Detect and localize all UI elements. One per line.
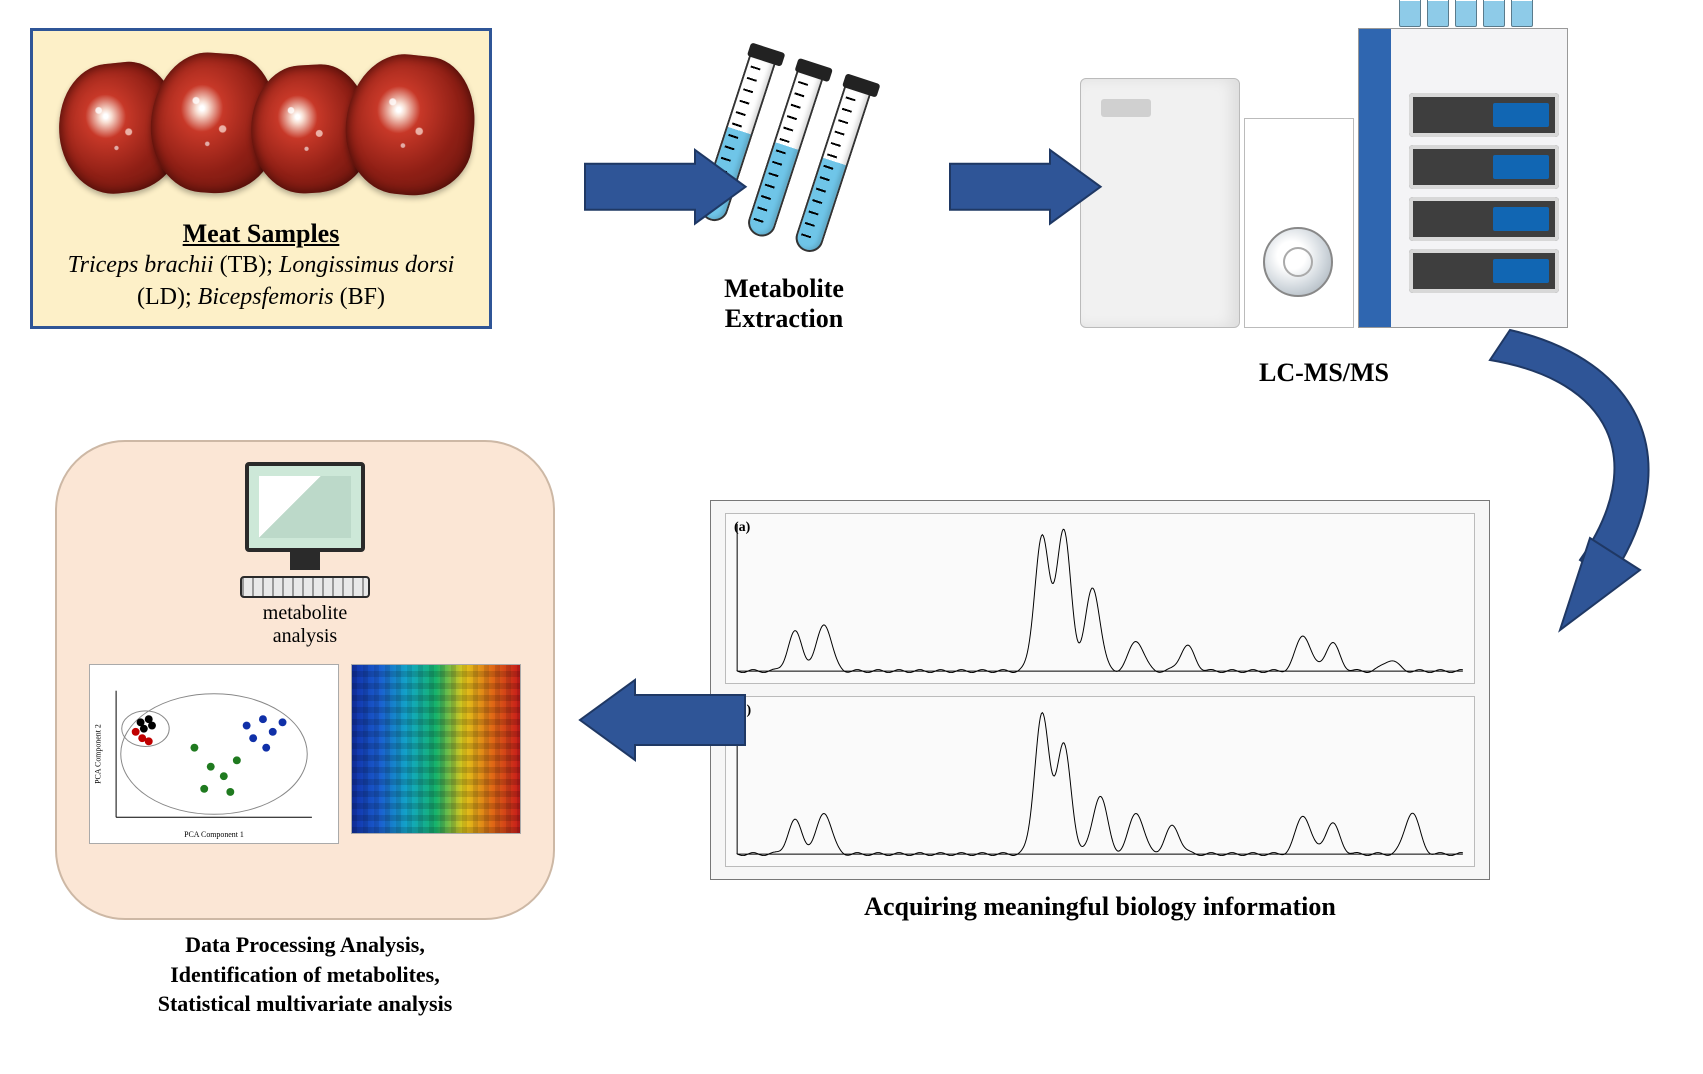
arrow-chrom-to-dp — [580, 680, 745, 760]
meat-muscle-tb: Triceps brachii — [68, 252, 214, 278]
chromatogram-panel: (a) (b) — [710, 500, 1490, 880]
arrow-lcms-to-chrom — [1490, 330, 1690, 590]
chrom-caption: Acquiring meaningful biology information — [864, 892, 1336, 922]
monitor-icon — [245, 462, 365, 552]
computer-icon: metabolite analysis — [230, 462, 380, 648]
keyboard-icon — [240, 576, 370, 598]
node-meat-samples: Meat Samples Triceps brachii (TB); Longi… — [30, 28, 492, 329]
meat-title: Meat Samples — [51, 219, 471, 249]
ion-source-icon — [1263, 227, 1333, 297]
computer-label: metabolite analysis — [230, 602, 380, 648]
tubes-caption: Metabolite Extraction — [724, 274, 844, 334]
analysis-plots: PCA Component 1 PCA Component 2 — [89, 664, 521, 844]
meat-muscle-bf: Bicepsfemoris — [198, 284, 334, 310]
pca-scatter-plot: PCA Component 1 PCA Component 2 — [89, 664, 339, 844]
arrow-tubes-to-lcms — [950, 150, 1101, 224]
meat-image — [51, 43, 471, 213]
lcms-instrument — [1080, 28, 1568, 328]
arrow-meat-to-tubes — [585, 150, 746, 224]
meat-box: Meat Samples Triceps brachii (TB); Longi… — [30, 28, 492, 329]
ion-source-housing — [1244, 118, 1354, 328]
svg-text:PCA Component 2: PCA Component 2 — [93, 724, 102, 784]
svg-text:PCA Component 1: PCA Component 1 — [184, 830, 244, 839]
dp-caption: Data Processing Analysis, Identification… — [158, 930, 453, 1019]
heatmap-plot — [351, 664, 521, 834]
ms-tower — [1080, 78, 1240, 328]
solvent-bottles — [1399, 0, 1533, 27]
meat-subtitle: Triceps brachii (TB); Longissimus dorsi … — [51, 249, 471, 314]
meat-muscle-ld: Longissimus dorsi — [279, 252, 454, 278]
lcms-caption: LC-MS/MS — [1259, 358, 1389, 388]
dp-box: metabolite analysis PCA Component 1 PCA … — [55, 440, 555, 920]
hplc-stack — [1358, 28, 1568, 328]
node-data-processing: metabolite analysis PCA Component 1 PCA … — [55, 440, 555, 1019]
node-chromatograms: (a) (b) Acquiring meaningful biology inf… — [710, 500, 1490, 922]
